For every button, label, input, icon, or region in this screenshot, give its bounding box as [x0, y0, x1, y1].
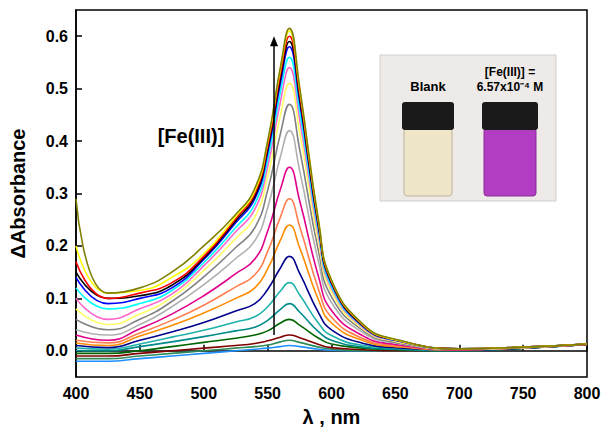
- svg-text:400: 400: [63, 385, 90, 402]
- svg-text:λ , nm: λ , nm: [303, 406, 361, 428]
- svg-text:0.4: 0.4: [46, 133, 68, 150]
- svg-text:800: 800: [574, 385, 601, 402]
- svg-text:Blank: Blank: [410, 79, 446, 94]
- svg-text:600: 600: [318, 385, 345, 402]
- svg-text:700: 700: [446, 385, 473, 402]
- svg-text:550: 550: [254, 385, 281, 402]
- svg-text:0.2: 0.2: [46, 237, 68, 254]
- svg-text:0.5: 0.5: [46, 80, 68, 97]
- svg-text:650: 650: [382, 385, 409, 402]
- svg-text:750: 750: [510, 385, 537, 402]
- svg-text:6.57x10⁻⁴ M: 6.57x10⁻⁴ M: [477, 80, 544, 94]
- svg-text:450: 450: [127, 385, 154, 402]
- svg-text:500: 500: [190, 385, 217, 402]
- svg-text:ΔAbsorbance: ΔAbsorbance: [7, 129, 29, 259]
- svg-text:[Fe(III)] =: [Fe(III)] =: [485, 65, 535, 79]
- svg-text:[Fe(III)]: [Fe(III)]: [158, 125, 225, 147]
- svg-text:0.0: 0.0: [46, 342, 68, 359]
- svg-text:0.6: 0.6: [46, 28, 68, 45]
- svg-text:0.1: 0.1: [46, 290, 68, 307]
- svg-text:0.3: 0.3: [46, 185, 68, 202]
